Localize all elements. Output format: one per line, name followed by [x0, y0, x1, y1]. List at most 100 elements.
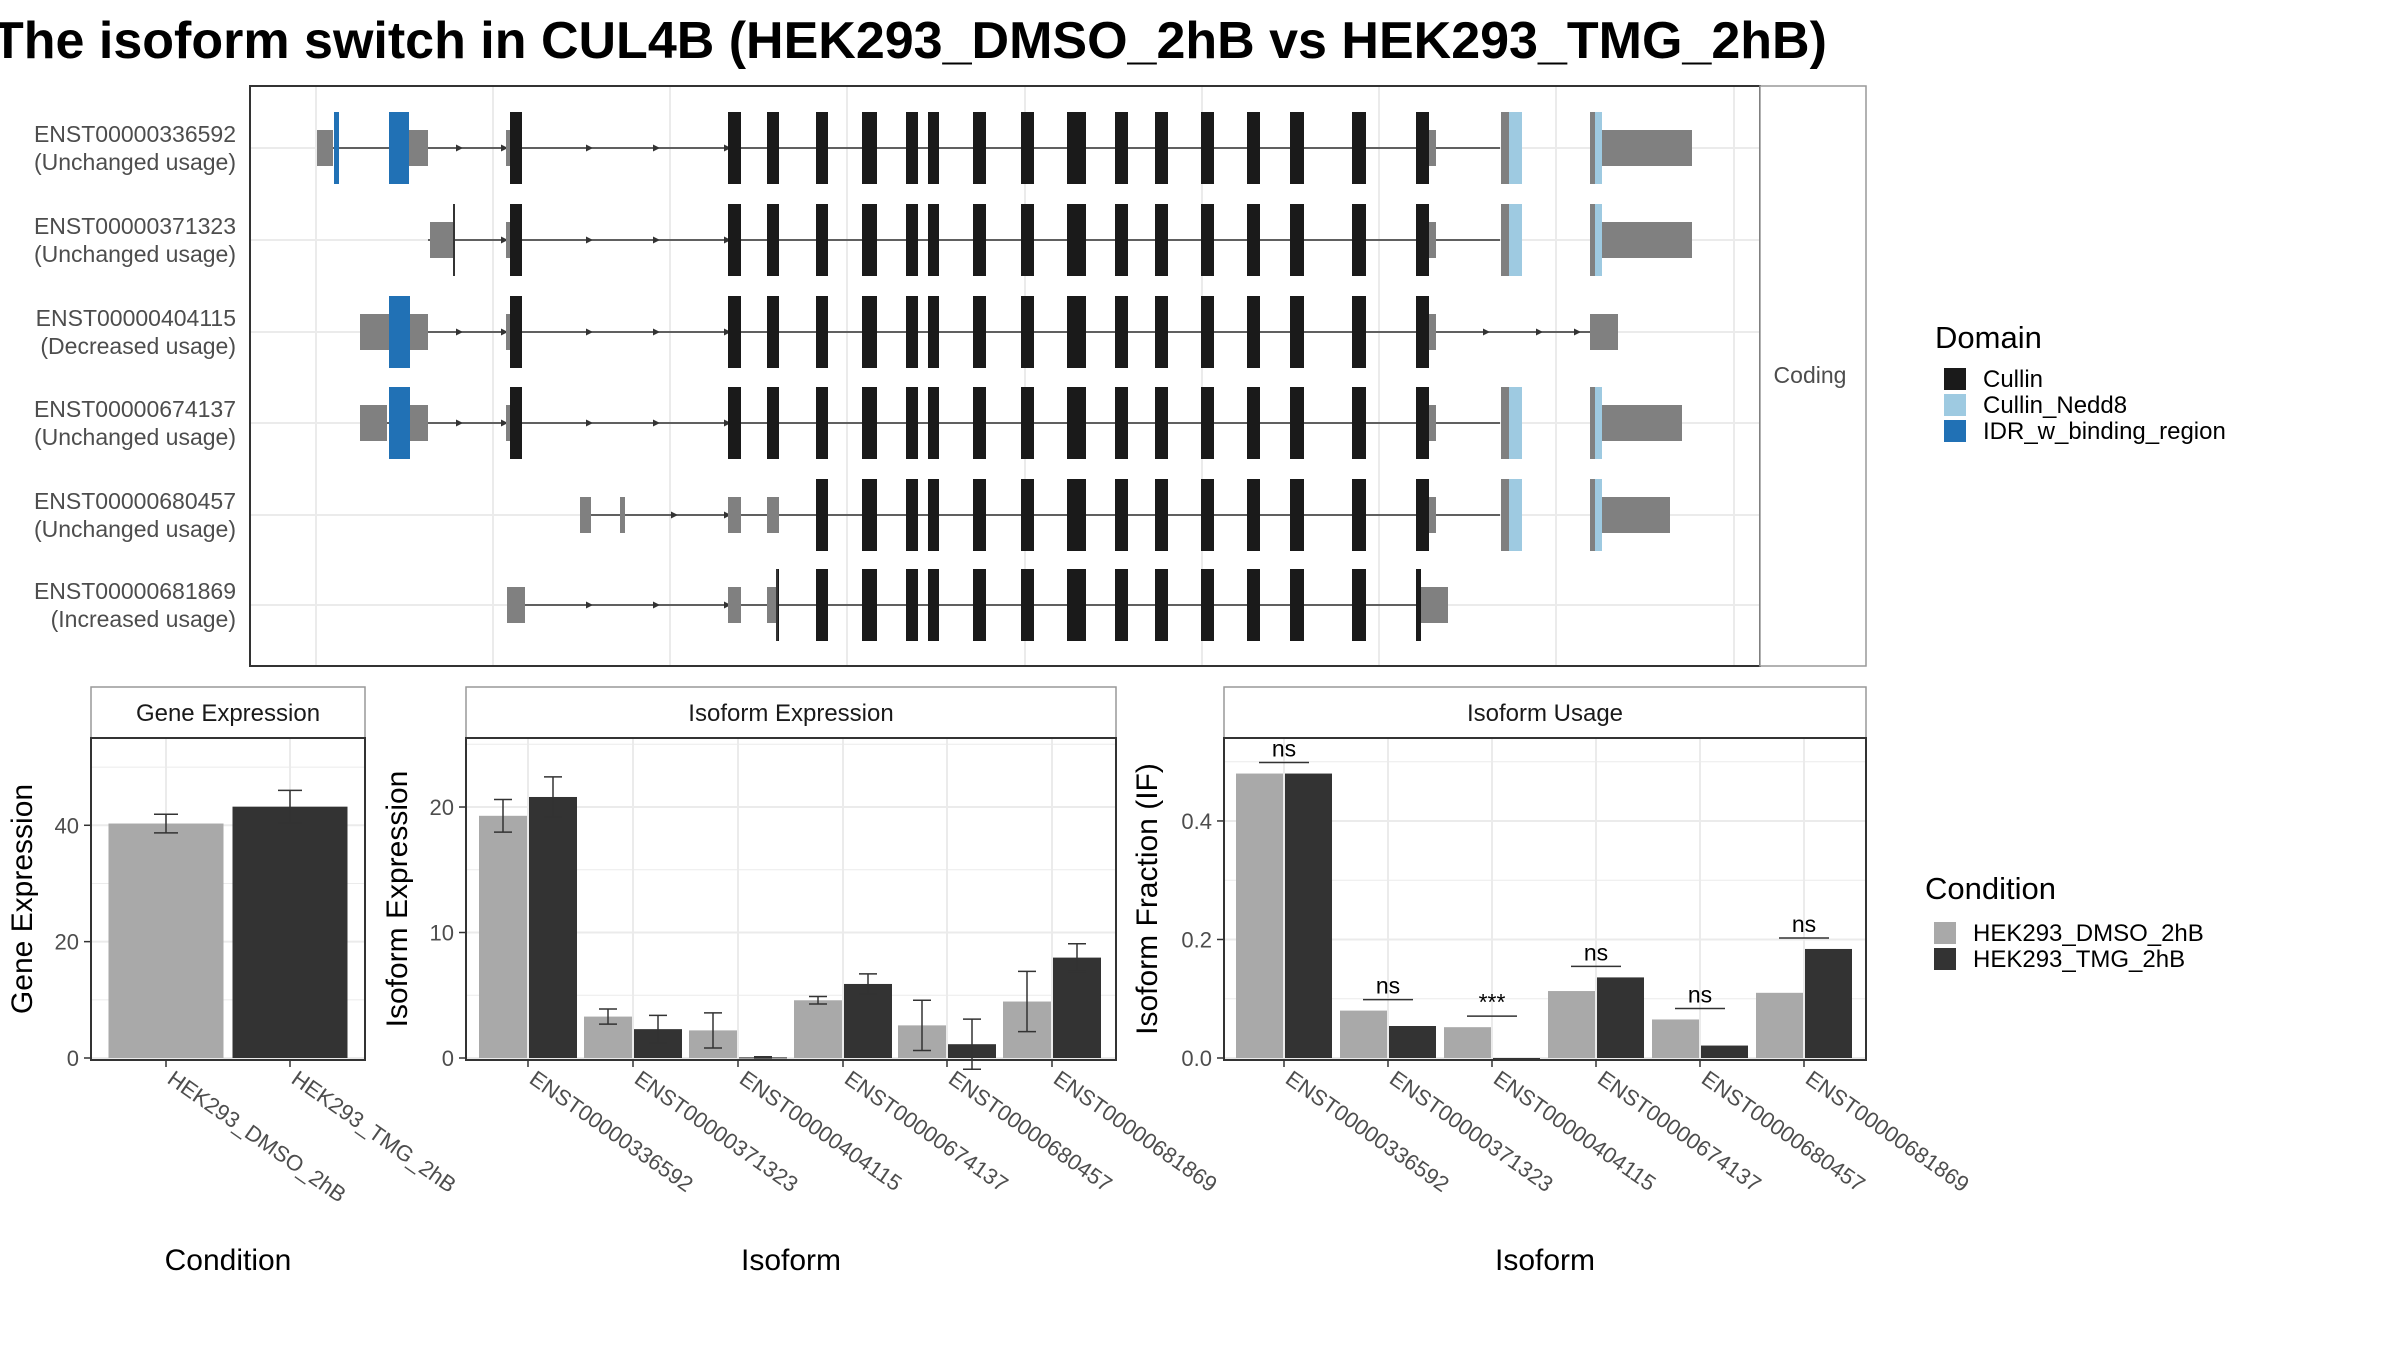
x-axis-title: Isoform: [741, 1244, 841, 1277]
intron-direction-arrow: [586, 601, 593, 609]
bar: [1756, 992, 1803, 1058]
intron-direction-arrow: [586, 328, 593, 336]
coding-exon: [1501, 387, 1509, 459]
coding-exon-cullin: [1201, 296, 1214, 368]
utr-exon: [1602, 405, 1682, 441]
coding-exon-cullin: [1021, 479, 1034, 551]
coding-exon-cullin: [816, 387, 828, 459]
intron-direction-arrow: [501, 328, 508, 336]
transcript-id-label: ENST00000371323: [34, 213, 236, 239]
isoform-expression-chart: Isoform Expression01020ENST00000336592EN…: [381, 686, 1222, 1277]
intron-direction-arrow: [456, 328, 463, 336]
coding-exon-cullin: [1067, 569, 1086, 641]
domain-legend-title: Domain: [1935, 320, 2042, 355]
coding-exon-cullin: [928, 387, 939, 459]
coding-exon-cullin: [1352, 204, 1366, 276]
cullin-nedd8-domain: [1509, 204, 1522, 276]
coding-exon: [1590, 204, 1595, 276]
coding-exon-cullin: [1352, 479, 1366, 551]
coding-exon-cullin: [1247, 296, 1260, 368]
coding-exon-cullin: [1416, 296, 1421, 368]
condition-legend-title: Condition: [1925, 871, 2056, 906]
significance-label: ***: [1479, 989, 1506, 1015]
cullin-nedd8-domain: [1509, 479, 1522, 551]
coding-exon: [1590, 387, 1595, 459]
coding-exon-cullin: [510, 204, 522, 276]
coding-exon-cullin: [1352, 112, 1366, 184]
coding-exon-cullin: [928, 479, 939, 551]
transcript-track: [317, 112, 1692, 184]
utr-exon: [580, 497, 591, 533]
significance-label: ns: [1688, 981, 1712, 1007]
domain-legend-label: IDR_w_binding_region: [1983, 418, 2226, 445]
domain-legend-label: Cullin: [1983, 366, 2043, 393]
plot-frame: [1223, 737, 1867, 1061]
y-tick-label: 0: [442, 1046, 454, 1071]
coding-exon-cullin: [816, 112, 828, 184]
y-axis-title: Isoform Fraction (IF): [1131, 763, 1164, 1035]
coding-exon-cullin: [928, 569, 939, 641]
coding-exon-cullin: [1067, 112, 1086, 184]
coding-exon-cullin: [1155, 569, 1168, 641]
utr-exon: [506, 222, 511, 258]
cullin-nedd8-domain: [1595, 479, 1602, 551]
coding-exon-cullin: [1115, 296, 1128, 368]
cullin-nedd8-domain: [1595, 387, 1602, 459]
idr-domain: [389, 387, 410, 459]
coding-exon-cullin: [1067, 479, 1086, 551]
coding-exon-cullin: [1290, 387, 1304, 459]
intron-direction-arrow: [586, 419, 593, 427]
coding-exon-cullin: [1416, 569, 1421, 641]
coding-exon-cullin: [1201, 204, 1214, 276]
intron-direction-arrow: [456, 419, 463, 427]
domain-legend-label: Cullin_Nedd8: [1983, 392, 2127, 419]
coding-exon-cullin: [973, 296, 986, 368]
coding-exon-cullin: [816, 296, 828, 368]
coding-exon-cullin: [1115, 112, 1128, 184]
transcript-id-label: ENST00000674137: [34, 396, 236, 422]
coding-exon-cullin: [862, 204, 877, 276]
bar: [1597, 977, 1644, 1058]
coding-exon-cullin: [1247, 112, 1260, 184]
coding-exon-cullin: [1352, 296, 1366, 368]
coding-exon-cullin: [862, 569, 877, 641]
intron-direction-arrow: [724, 328, 731, 336]
significance-label: ns: [1376, 973, 1400, 999]
intron-direction-arrow: [501, 419, 508, 427]
coding-exon-cullin: [728, 112, 741, 184]
transcript-id-label: ENST00000680457: [34, 488, 236, 514]
coding-exon-cullin: [1290, 296, 1304, 368]
coding-exon-cullin: [973, 204, 986, 276]
intron-direction-arrow: [724, 236, 731, 244]
coding-exon-cullin: [906, 204, 918, 276]
intron-direction-arrow: [1574, 328, 1581, 336]
coding-exon-cullin: [973, 387, 986, 459]
intron-direction-arrow: [653, 419, 660, 427]
figure-title: The isoform switch in CUL4B (HEK293_DMSO…: [0, 12, 1827, 70]
coding-exon-cullin: [1352, 387, 1366, 459]
cullin-nedd8-domain: [1595, 204, 1602, 276]
bar: [232, 806, 348, 1058]
coding-exon-cullin: [1115, 204, 1128, 276]
idr-domain: [389, 296, 410, 368]
coding-exon: [1501, 204, 1509, 276]
utr-exon: [360, 314, 387, 350]
transcript-track: [360, 387, 1682, 459]
coding-exon-cullin: [1290, 479, 1304, 551]
coding-exon-cullin: [1067, 204, 1086, 276]
utr-exon: [767, 497, 779, 533]
coding-exon-cullin: [928, 296, 939, 368]
intron-direction-arrow: [501, 236, 508, 244]
x-axis-title: Isoform: [1495, 1244, 1595, 1277]
condition-legend-swatch: [1934, 922, 1956, 944]
x-tick-label: ENST00000681869: [1801, 1066, 1974, 1197]
coding-exon-cullin: [1021, 387, 1034, 459]
y-axis-title: Gene Expression: [6, 784, 39, 1014]
intron-direction-arrow: [671, 511, 678, 519]
panel-strip: [1223, 686, 1867, 739]
plot-frame: [465, 737, 1117, 1061]
utr-exon: [506, 405, 511, 441]
bar: [1805, 948, 1852, 1058]
coding-exon-cullin: [767, 112, 779, 184]
